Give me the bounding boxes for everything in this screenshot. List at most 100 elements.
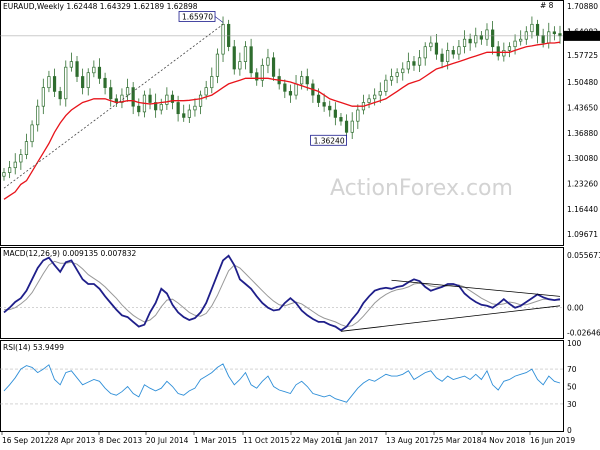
price-panel-frame — [0, 0, 564, 246]
price-header: EURAUD,Weekly 1.62448 1.64329 1.62189 1.… — [3, 2, 198, 11]
candle-body — [24, 141, 29, 155]
candle-body — [485, 29, 489, 40]
y-axis-labels: 1.708801.640821.577251.504801.436501.368… — [564, 2, 600, 435]
candle-body — [260, 64, 264, 81]
rsi-line — [3, 363, 561, 403]
candle-body — [30, 124, 34, 143]
moving-average-line — [3, 41, 561, 200]
candle-body — [255, 72, 259, 81]
rsi-y-tick: 30 — [567, 400, 577, 409]
x-axis-tick: 13 Aug 2017 — [386, 436, 434, 445]
x-axis-tick: 16 Sep 2012 — [2, 436, 50, 445]
candle-body — [97, 66, 102, 79]
candle-body — [103, 77, 107, 88]
candle-body — [524, 31, 528, 40]
candle-body — [328, 105, 332, 111]
candle-body — [401, 68, 405, 74]
rsi-y-tick: 70 — [567, 365, 577, 374]
candle-body — [384, 79, 388, 92]
candle-body — [406, 61, 410, 70]
macd-title: MACD(12,26,9) 0.009135 0.007832 — [3, 249, 137, 258]
candle-body — [373, 94, 377, 100]
price-tag-box — [564, 30, 600, 41]
candle-body — [271, 57, 276, 77]
candle-body — [519, 38, 523, 42]
candle-body — [92, 66, 96, 74]
macd-main-line — [3, 254, 561, 332]
candle-body — [389, 76, 394, 81]
x-axis-labels: 16 Sep 2012 28 Apr 2013 8 Dec 2013 20 Jul 2… — [1, 432, 575, 445]
candle-body — [440, 53, 444, 62]
candle-body — [64, 66, 68, 100]
macd-panel-frame — [0, 247, 564, 339]
candle-body — [86, 72, 90, 88]
price-y-tick: 1.09671 — [567, 230, 598, 239]
candle-body — [491, 29, 495, 48]
corner-label: # 8 — [540, 1, 554, 10]
x-axis-tick: 16 Jun 2019 — [530, 436, 575, 445]
candle-body — [75, 61, 79, 77]
candle-body — [367, 98, 371, 103]
x-axis-tick: 4 Nov 2018 — [482, 436, 525, 445]
x-axis-tick: 11 Oct 2015 — [243, 436, 290, 445]
candle-body — [434, 42, 439, 55]
macd-triangle-lower — [340, 305, 561, 332]
annotation-leader — [214, 16, 224, 23]
candle-body — [417, 57, 422, 66]
candle-body — [356, 109, 360, 122]
rsi-title: RSI(14) 53.9499 — [3, 343, 64, 352]
candle-body — [535, 23, 540, 36]
price-y-tick: 1.70880 — [567, 2, 598, 11]
candle-body — [47, 76, 51, 89]
candle-body — [558, 33, 562, 37]
candle-body — [249, 46, 253, 74]
candle-body — [350, 120, 354, 133]
rsi-panel — [0, 363, 563, 405]
candle-body — [154, 102, 158, 111]
candle-body — [451, 50, 455, 55]
candle-body — [468, 38, 472, 44]
candle-body — [429, 42, 433, 48]
candle-body — [198, 94, 203, 107]
macd-y-tick: 0.055671 — [567, 251, 600, 260]
candle-body — [547, 31, 551, 44]
price-y-tick: 1.30080 — [567, 154, 598, 163]
candle-body — [137, 105, 141, 113]
candle-body — [109, 87, 113, 100]
price-y-tick: 1.16440 — [567, 205, 598, 214]
x-axis-tick: 22 May 2016 — [291, 436, 340, 445]
candle-body — [305, 76, 309, 85]
candle-body — [322, 102, 326, 107]
candle-body — [462, 38, 467, 47]
candle-body — [474, 35, 478, 44]
candle-body — [81, 76, 85, 89]
candle-body — [238, 61, 242, 70]
candle-body — [170, 94, 175, 103]
candle-body — [232, 46, 236, 70]
candle-body — [227, 23, 231, 47]
candle-body — [502, 50, 506, 57]
candle-body — [266, 57, 270, 66]
price-tag-label: 1.62898 — [567, 32, 598, 41]
candle-body — [530, 23, 534, 33]
candle-body — [125, 87, 130, 96]
x-axis-tick: 1 Mar 2015 — [194, 436, 237, 445]
candle-body — [339, 117, 343, 122]
price-y-tick: 1.23260 — [567, 179, 598, 188]
candle-body — [288, 91, 293, 96]
candle-body — [412, 61, 416, 66]
candle-body — [457, 46, 461, 55]
candle-body — [344, 120, 349, 133]
candle-body — [131, 87, 135, 107]
candle-body — [69, 61, 73, 68]
trend-line-dotted — [3, 24, 224, 189]
candle-body — [496, 46, 500, 57]
candle-body — [148, 94, 152, 103]
rsi-y-tick: 100 — [567, 339, 582, 348]
rsi-y-tick: 0 — [567, 426, 572, 435]
annotation-label: 1.36240 — [314, 136, 345, 145]
price-panel: 1.65970 1.36240 — [0, 11, 563, 200]
candle-body — [300, 76, 304, 85]
candle-body — [13, 161, 17, 169]
candle-body — [243, 46, 248, 62]
